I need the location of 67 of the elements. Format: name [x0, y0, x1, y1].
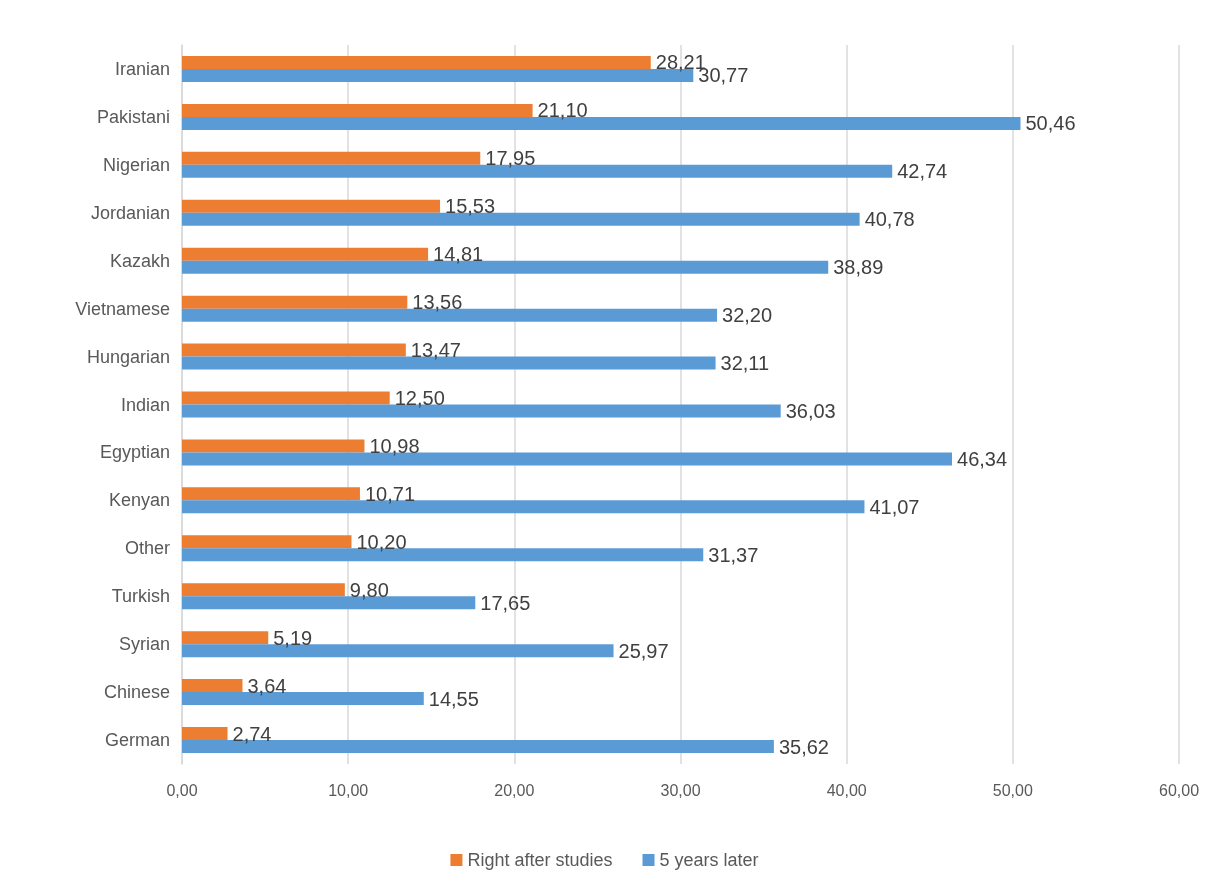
data-label: 13,56 — [412, 291, 463, 314]
bar — [182, 487, 360, 501]
data-label: 3,64 — [247, 674, 287, 697]
bar — [182, 247, 429, 261]
y-tick-label: German — [104, 730, 170, 751]
data-label: 31,37 — [708, 543, 759, 566]
data-label: 10,20 — [356, 530, 407, 553]
bar — [182, 295, 408, 309]
data-label: 17,95 — [485, 147, 536, 170]
bar — [182, 679, 243, 693]
y-tick-label: Indian — [120, 394, 170, 415]
data-label: 36,03 — [785, 400, 836, 422]
y-tick-label: Iranian — [114, 58, 170, 79]
data-label: 50,46 — [1025, 112, 1076, 135]
data-label: 38,89 — [833, 256, 884, 279]
data-label: 15,53 — [445, 195, 496, 218]
bar — [182, 727, 228, 741]
x-tick-label: 10,00 — [328, 781, 369, 799]
y-tick-label: Other — [124, 538, 170, 559]
y-tick-label: Vietnamese — [75, 298, 170, 319]
y-tick-label: Pakistani — [96, 106, 170, 127]
data-label: 42,74 — [897, 160, 948, 183]
data-label: 17,65 — [480, 591, 531, 614]
legend-label: Right after studies — [467, 850, 613, 870]
data-label: 14,55 — [428, 687, 479, 710]
data-label: 41,07 — [869, 495, 920, 518]
x-tick-label: 40,00 — [826, 781, 867, 799]
data-label: 35,62 — [778, 735, 829, 758]
data-label: 9,80 — [349, 578, 389, 601]
y-tick-label: Kazakh — [109, 250, 170, 271]
bar — [182, 631, 269, 645]
data-label: 40,78 — [864, 208, 915, 231]
x-tick-label: 20,00 — [494, 781, 535, 799]
data-label: 21,10 — [537, 99, 588, 122]
x-tick-label: 30,00 — [660, 781, 701, 799]
x-tick-label: 60,00 — [1158, 781, 1200, 799]
data-label: 25,97 — [618, 639, 669, 662]
data-label: 2,74 — [232, 722, 272, 745]
y-tick-label: Hungarian — [86, 346, 170, 367]
bar — [182, 535, 352, 549]
x-tick-label: 0,00 — [166, 781, 198, 799]
data-label: 12,50 — [394, 387, 445, 409]
data-label: 46,34 — [957, 447, 1008, 470]
legend-label: 5 years later — [659, 850, 759, 870]
data-label: 5,19 — [273, 626, 313, 649]
data-label: 10,98 — [369, 434, 420, 457]
data-label: 10,71 — [364, 482, 416, 505]
bar — [182, 343, 406, 357]
bar — [182, 439, 365, 453]
data-label: 14,81 — [433, 243, 484, 266]
bar — [182, 103, 533, 117]
bar — [182, 583, 345, 597]
y-tick-label: Jordanian — [90, 202, 170, 223]
data-label: 32,11 — [720, 352, 770, 375]
x-tick-label: 50,00 — [992, 781, 1033, 799]
y-tick-label: Chinese — [103, 682, 170, 703]
y-tick-label: Turkish — [111, 586, 170, 607]
bar — [182, 151, 481, 165]
bar — [182, 199, 441, 213]
bar — [182, 55, 651, 69]
y-tick-label: Egyptian — [99, 442, 170, 463]
bar — [182, 391, 390, 405]
y-tick-label: Syrian — [118, 634, 170, 655]
data-label: 32,20 — [722, 304, 773, 327]
y-tick-label: Kenyan — [108, 490, 170, 511]
y-tick-label: Nigerian — [102, 154, 170, 175]
data-label: 13,47 — [410, 339, 461, 362]
